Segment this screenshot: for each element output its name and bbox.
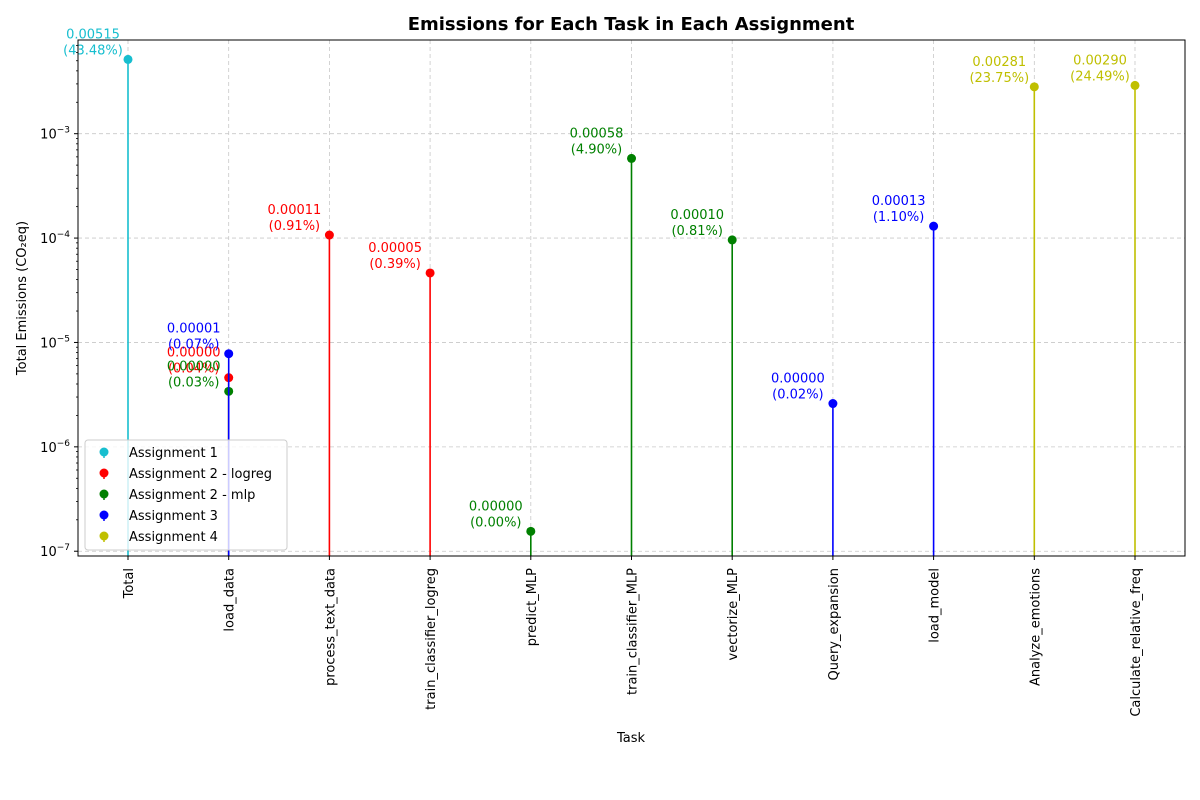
data-label-value: 0.00001 (167, 322, 221, 337)
data-label-percent: (0.91%) (269, 219, 320, 234)
stem-marker (425, 268, 435, 278)
x-tick-label: process_text_data (323, 568, 338, 686)
data-label-percent: (23.75%) (969, 71, 1029, 86)
label-layer: 0.00515(43.48%)0.00000(0.04%)0.00011(0.9… (63, 27, 1130, 530)
legend: Assignment 1 Assignment 2 - logreg Assignm… (84, 439, 288, 551)
x-tick-label: Total (122, 568, 137, 599)
data-label-value: 0.00058 (570, 126, 624, 141)
data-label-value: 0.00000 (469, 499, 523, 514)
legend-label: Assignment 2 - logreg (129, 467, 272, 482)
x-tick-label: Analyze_emotions (1028, 568, 1043, 686)
legend-marker (99, 510, 109, 520)
y-tick-label: 10−4 (40, 230, 70, 247)
stem-marker (627, 153, 636, 163)
data-label-percent: (0.04%) (168, 362, 219, 377)
data-label-value: 0.00281 (972, 55, 1026, 70)
data-label-percent: (0.00%) (470, 515, 521, 530)
data-label-percent: (43.48%) (63, 43, 123, 58)
data-label-value: 0.00005 (368, 241, 422, 256)
legend-marker (99, 447, 109, 457)
legend-marker (99, 468, 109, 478)
data-label-percent: (0.07%) (168, 338, 219, 353)
y-tick-label: 10−5 (40, 334, 70, 351)
x-tick-label: load_model (928, 568, 943, 643)
stem-marker (224, 349, 234, 359)
x-tick-label: load_data (223, 568, 238, 632)
data-label-percent: (1.10%) (873, 210, 924, 225)
y-tick-label: 10−6 (40, 439, 70, 456)
legend-marker (99, 489, 109, 499)
stem-marker (324, 230, 334, 240)
data-label-percent: (0.03%) (168, 375, 219, 390)
legend-marker (99, 531, 109, 541)
data-label-value: 0.00000 (771, 372, 825, 387)
data-label-value: 0.00013 (872, 194, 926, 209)
axis-layer: Total load_data process_text_data train_cla… (40, 45, 1144, 717)
data-label-percent: (0.02%) (772, 388, 823, 403)
x-tick-label: Calculate_relative_freq (1129, 568, 1144, 717)
stem-marker (526, 526, 536, 536)
stem-marker (1029, 82, 1039, 92)
data-label-percent: (0.39%) (369, 257, 420, 272)
data-label-value: 0.00290 (1073, 53, 1127, 68)
legend-label: Assignment 4 (129, 530, 218, 545)
legend-label: Assignment 3 (129, 509, 218, 524)
y-tick-label: 10−7 (40, 543, 70, 560)
data-label-value: 0.00000 (167, 359, 221, 374)
data-label-value: 0.00010 (670, 208, 724, 223)
data-label-percent: (4.90%) (571, 142, 622, 157)
data-label-value: 0.00011 (268, 203, 322, 218)
stem-marker (123, 54, 133, 64)
y-tick-label: 10−3 (40, 126, 70, 143)
chart-title: Emissions for Each Task in Each Assignme… (408, 14, 855, 35)
legend-box (84, 439, 288, 551)
x-tick-label: predict_MLP (525, 568, 540, 646)
stem-marker (1130, 80, 1140, 90)
stem-marker (929, 221, 939, 231)
legend-label: Assignment 2 - mlp (129, 488, 255, 503)
x-tick-label: train_classifier_MLP (626, 568, 641, 695)
y-axis-label: Total Emissions (CO₂eq) (15, 221, 30, 376)
x-tick-label: vectorize_MLP (726, 568, 741, 661)
x-axis-label: Task (616, 731, 646, 746)
data-label-value: 0.00515 (66, 27, 120, 42)
x-tick-label: Query_expansion (827, 568, 842, 681)
data-label-percent: (24.49%) (1070, 69, 1130, 84)
x-tick-label: train_classifier_logreg (424, 568, 439, 710)
data-label-value: 0.00000 (167, 346, 221, 361)
data-label-percent: (0.81%) (671, 224, 722, 239)
legend-label: Assignment 1 (129, 446, 218, 461)
stem-marker (727, 235, 737, 245)
stem-marker (828, 399, 838, 409)
